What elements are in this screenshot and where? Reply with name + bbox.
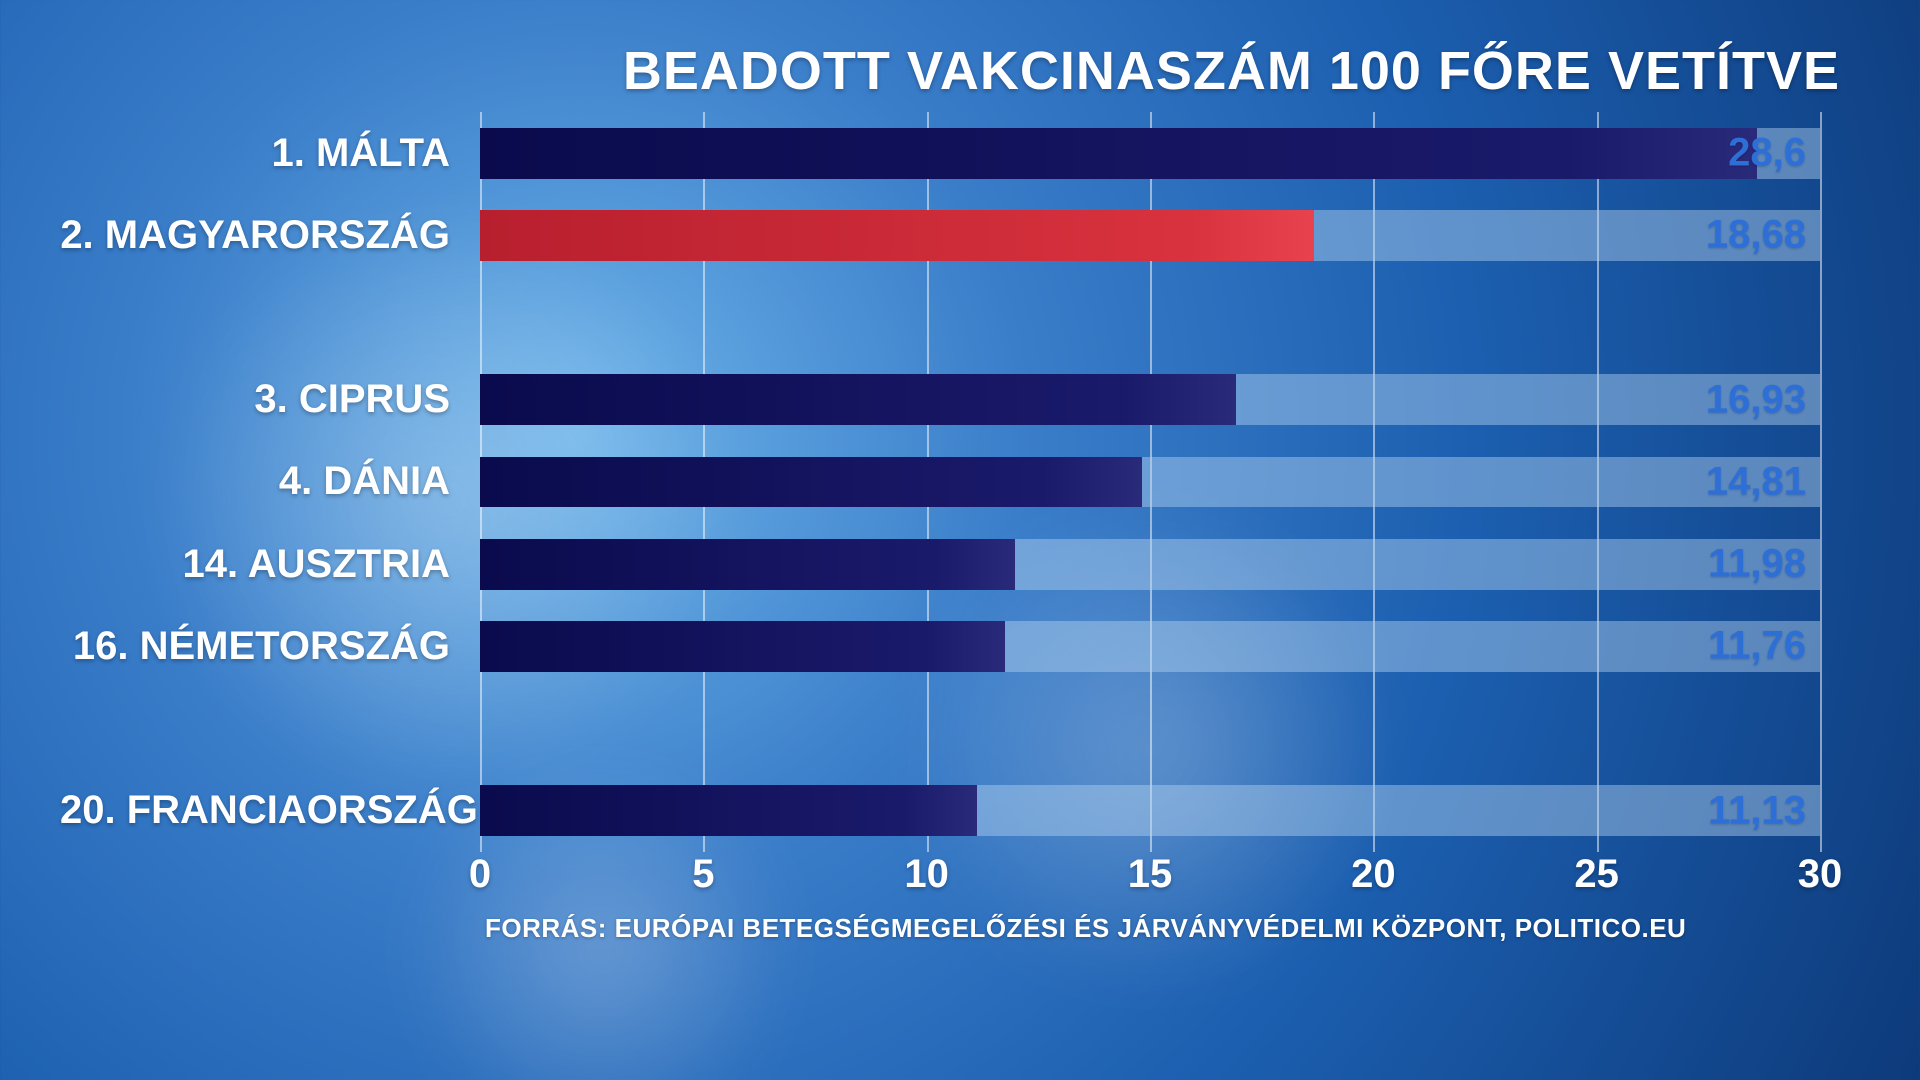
bar-value: 28,6: [1728, 131, 1806, 176]
x-tick-label: 15: [1128, 852, 1173, 897]
bar-label: 14. AUSZTRIA: [60, 542, 480, 587]
bar-track: 18,68: [480, 210, 1820, 261]
bar-value: 18,68: [1706, 213, 1806, 258]
bar-label: 4. DÁNIA: [60, 459, 480, 504]
bar-track: 11,76: [480, 621, 1820, 672]
bar-value: 11,13: [1708, 788, 1806, 833]
x-tick-label: 25: [1574, 852, 1619, 897]
x-tick-label: 10: [904, 852, 949, 897]
bar-label: 2. MAGYARORSZÁG: [60, 213, 480, 258]
bar-row: 4. DÁNIA14,81: [480, 441, 1820, 523]
bar-value: 11,76: [1708, 624, 1806, 669]
bar-chart: 1. MÁLTA28,62. MAGYARORSZÁG18,683. CIPRU…: [60, 112, 1860, 932]
chart-container: BEADOTT VAKCINASZÁM 100 FŐRE VETÍTVE 1. …: [60, 40, 1860, 1040]
bar-row: [480, 276, 1820, 358]
bar-row: 2. MAGYARORSZÁG18,68: [480, 194, 1820, 276]
bar-track: 11,13: [480, 785, 1820, 836]
gridline: [1820, 112, 1822, 852]
bar-row: 20. FRANCIAORSZÁG11,13: [480, 770, 1820, 852]
bar-value: 16,93: [1706, 377, 1806, 422]
bar-track: 14,81: [480, 457, 1820, 508]
x-tick-label: 20: [1351, 852, 1396, 897]
plot-area: 1. MÁLTA28,62. MAGYARORSZÁG18,68 3. CIPRU…: [480, 112, 1820, 852]
x-tick-label: 5: [692, 852, 714, 897]
bar-fill: [480, 457, 1142, 508]
bar-fill: [480, 374, 1236, 425]
bar-fill: [480, 621, 1005, 672]
bar-fill: [480, 785, 977, 836]
bar-label: 1. MÁLTA: [60, 131, 480, 176]
bar-fill-highlight: [480, 210, 1314, 261]
bar-value: 11,98: [1708, 542, 1806, 587]
source-text: FORRÁS: EURÓPAI BETEGSÉGMEGELŐZÉSI ÉS JÁ…: [485, 913, 1686, 944]
x-tick-label: 0: [469, 852, 491, 897]
bar-label: 20. FRANCIAORSZÁG: [60, 788, 480, 833]
bar-label: 16. NÉMETORSZÁG: [60, 624, 480, 669]
bar-row: 1. MÁLTA28,6: [480, 112, 1820, 194]
x-axis: 051015202530: [480, 852, 1820, 902]
bar-label: 3. CIPRUS: [60, 377, 480, 422]
bar-row: [480, 688, 1820, 770]
bars-group: 1. MÁLTA28,62. MAGYARORSZÁG18,68 3. CIPRU…: [480, 112, 1820, 852]
bar-fill: [480, 128, 1757, 179]
x-tick-label: 30: [1798, 852, 1843, 897]
bar-track: 11,98: [480, 539, 1820, 590]
bar-track: 28,6: [480, 128, 1820, 179]
bar-row: 3. CIPRUS16,93: [480, 359, 1820, 441]
bar-fill: [480, 539, 1015, 590]
chart-title: BEADOTT VAKCINASZÁM 100 FŐRE VETÍTVE: [60, 40, 1860, 102]
bar-track: 16,93: [480, 374, 1820, 425]
bar-row: 14. AUSZTRIA11,98: [480, 523, 1820, 605]
bar-row: 16. NÉMETORSZÁG11,76: [480, 605, 1820, 687]
bar-value: 14,81: [1706, 459, 1806, 504]
